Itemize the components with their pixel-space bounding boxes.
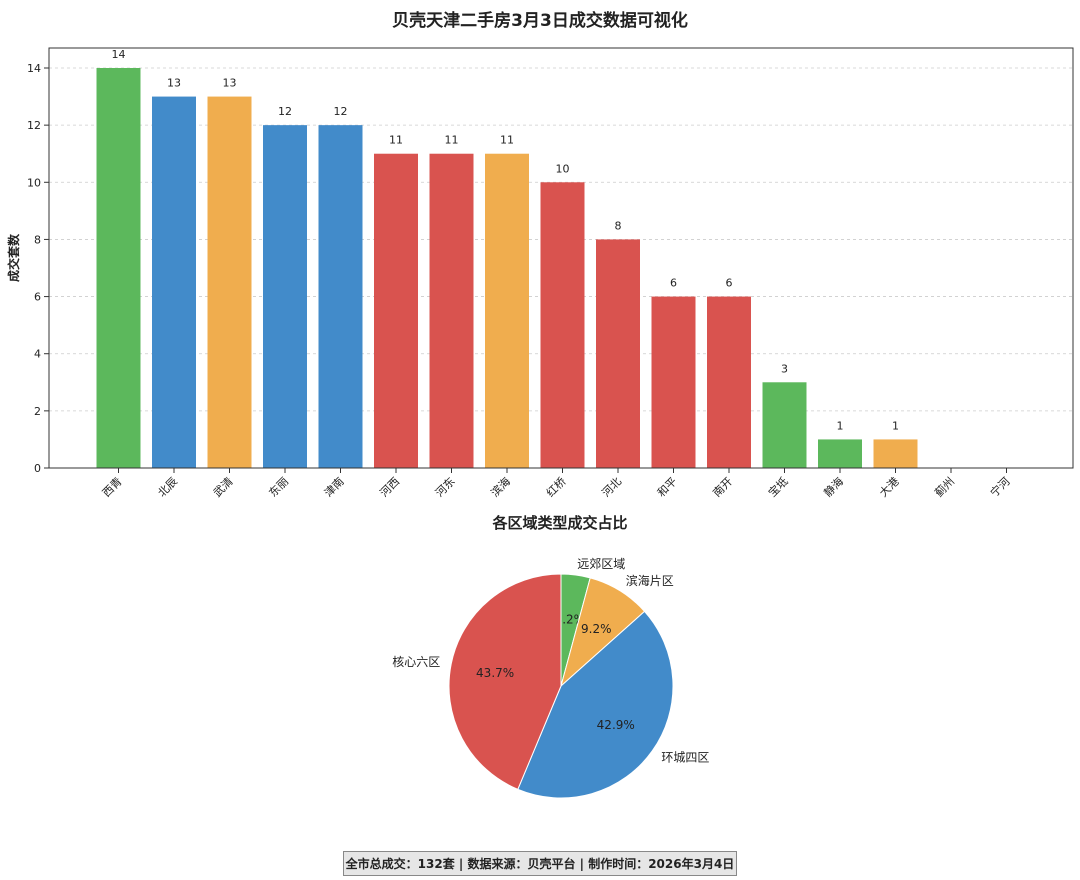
bar-value-label: 12 — [334, 105, 348, 118]
bar-河北 — [596, 239, 640, 468]
bar-河西 — [374, 153, 418, 468]
bar-和平 — [651, 296, 696, 468]
bar-value-label: 8 — [615, 219, 622, 232]
x-tick-label: 北辰 — [155, 475, 180, 500]
pie-category-label: 远郊区域 — [577, 557, 625, 571]
pie-category-label: 环城四区 — [661, 750, 709, 764]
pie-slice-核心六区 — [448, 573, 562, 790]
bar-value-label: 11 — [445, 134, 459, 147]
x-tick-label: 东丽 — [266, 475, 291, 500]
pie-slice-环城四区 — [517, 610, 674, 799]
x-tick-label: 西青 — [100, 475, 125, 500]
y-tick-label: 12 — [27, 119, 41, 132]
chart-canvas: 0246810121414西青13北辰13武清12东丽12津南11河西11河东1… — [6, 47, 1074, 799]
pie-category-label: 滨海片区 — [626, 573, 674, 588]
plot-frame — [48, 47, 1074, 469]
bar-value-label: 11 — [389, 134, 403, 147]
bar-北辰 — [152, 96, 196, 469]
bar-东丽 — [263, 125, 307, 469]
bar-value-label: 13 — [223, 77, 237, 90]
bar-chart: 0246810121414西青13北辰13武清12东丽12津南11河西11河东1… — [6, 47, 1074, 500]
x-tick-label: 南开 — [710, 475, 735, 500]
bar-value-label: 10 — [556, 162, 570, 175]
bar-大港 — [873, 439, 918, 468]
x-tick-label: 津南 — [322, 475, 347, 500]
x-tick-label: 武清 — [211, 475, 236, 500]
footer-info-box: 全市总成交：132套 | 数据来源：贝壳平台 | 制作时间：2026年3月4日 — [343, 851, 737, 876]
x-tick-label: 宁河 — [987, 474, 1012, 499]
x-tick-label: 红桥 — [544, 475, 569, 500]
bar-value-label: 12 — [278, 105, 292, 118]
pie-percent-label: 4.2% — [555, 612, 586, 626]
y-tick-label: 10 — [27, 176, 41, 189]
y-tick-label: 6 — [34, 291, 41, 304]
x-tick-label: 静海 — [821, 474, 846, 499]
bar-南开 — [707, 296, 751, 468]
y-tick-label: 8 — [34, 233, 41, 246]
bar-value-label: 14 — [112, 48, 126, 61]
bar-津南 — [318, 125, 363, 469]
bar-西青 — [96, 68, 141, 468]
x-tick-label: 河东 — [433, 475, 458, 500]
y-axis-label: 成交套数 — [6, 233, 21, 282]
bar-红桥 — [540, 182, 585, 469]
bar-滨海 — [485, 153, 529, 468]
bar-宝坻 — [762, 382, 807, 468]
x-tick-label: 宝坻 — [765, 474, 790, 499]
chart-title: 贝壳天津二手房3月3日成交数据可视化 — [392, 11, 688, 31]
x-tick-label: 大港 — [876, 474, 901, 499]
bar-value-label: 1 — [892, 419, 899, 432]
y-tick-label: 4 — [34, 348, 41, 361]
pie-percent-label: 9.2% — [581, 622, 612, 636]
pie-percent-label: 42.9% — [597, 718, 635, 732]
pie-chart: 4.2% 远郊区域 9.2% 滨海片区 42.9% 环城四区 43.7% 核心六区 — [392, 557, 709, 799]
bar-武清 — [207, 96, 252, 469]
y-tick-label: 0 — [34, 462, 41, 475]
bar-value-label: 11 — [500, 134, 514, 147]
y-tick-label: 2 — [34, 405, 41, 418]
bar-静海 — [818, 439, 862, 468]
y-tick-label: 14 — [27, 62, 41, 75]
pie-chart-title: 各区域类型成交占比 — [492, 514, 628, 532]
bar-河东 — [429, 153, 474, 468]
bar-value-label: 1 — [837, 419, 844, 432]
x-tick-label: 和平 — [655, 475, 680, 500]
x-tick-label: 滨海 — [488, 474, 513, 499]
x-tick-label: 河西 — [377, 475, 402, 500]
x-tick-label: 蓟州 — [932, 475, 957, 500]
pie-category-label: 核心六区 — [392, 655, 440, 669]
bar-value-label: 6 — [726, 277, 733, 290]
pie-percent-label: 43.7% — [476, 666, 514, 680]
bar-value-label: 13 — [167, 77, 181, 90]
bar-value-label: 6 — [670, 277, 677, 290]
x-tick-label: 河北 — [599, 475, 624, 500]
bar-value-label: 3 — [781, 362, 788, 375]
